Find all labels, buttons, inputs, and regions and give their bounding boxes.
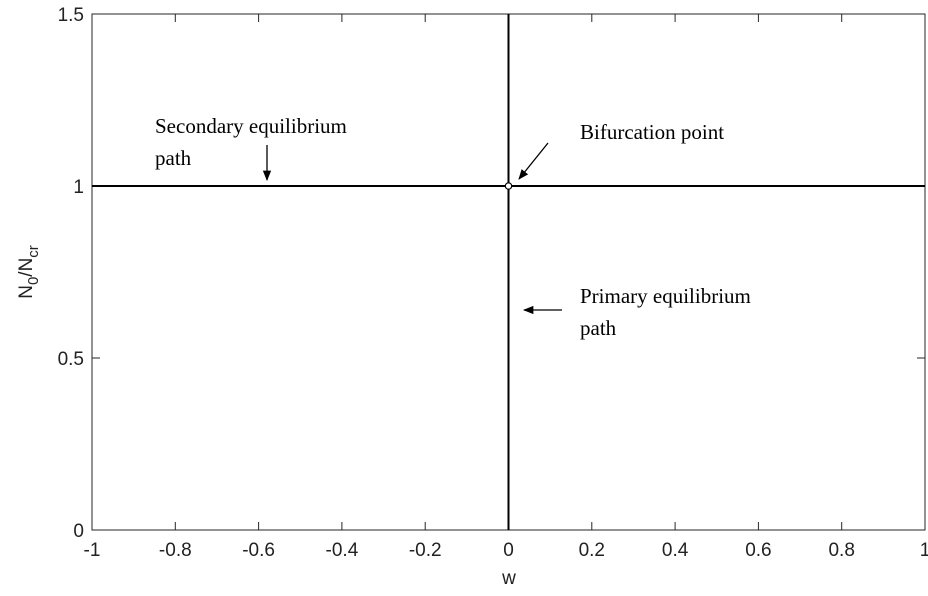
y-tick-label: 1 xyxy=(73,177,84,198)
x-tick-label: 0.2 xyxy=(579,540,605,561)
x-tick-label: -1 xyxy=(84,540,101,561)
y-tick-label: 0 xyxy=(73,521,84,542)
x-tick-label: 0.4 xyxy=(662,540,689,561)
arrow xyxy=(518,142,549,180)
y-tick-label: 1.5 xyxy=(58,5,84,26)
point xyxy=(504,182,513,190)
x-tick-label: 0 xyxy=(503,540,514,561)
annotation: Secondary equilibrium xyxy=(155,114,347,138)
x-axis-label: w xyxy=(501,568,516,589)
x-tick-label: 1 xyxy=(920,540,928,561)
y-tick-label: 0.5 xyxy=(58,349,84,370)
annotation: Bifurcation point xyxy=(580,120,724,144)
x-tick-label: -0.4 xyxy=(326,540,359,561)
annotation: Primary equilibrium xyxy=(580,284,751,308)
x-tick-label: -0.6 xyxy=(242,540,275,561)
x-tick-label: 0.8 xyxy=(828,540,854,561)
x-tick-label: -0.2 xyxy=(409,540,442,561)
annotation: path xyxy=(155,146,192,170)
x-tick-label: -0.8 xyxy=(159,540,192,561)
x-tick-label: 0.6 xyxy=(745,540,771,561)
annotation: path xyxy=(580,316,617,340)
y-axis-label: N0/Ncr xyxy=(16,245,42,299)
